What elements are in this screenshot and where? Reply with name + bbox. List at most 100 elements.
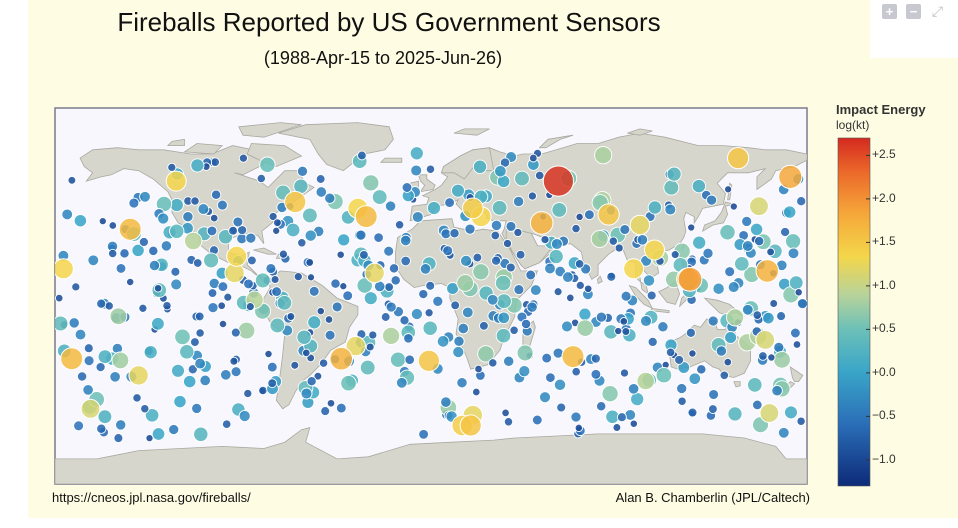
fireball-marker[interactable]: [411, 211, 424, 223]
fireball-marker[interactable]: [390, 275, 401, 286]
fireball-marker[interactable]: [307, 315, 322, 330]
fireball-marker[interactable]: [794, 288, 803, 297]
fireball-marker[interactable]: [456, 377, 468, 389]
fireball-marker[interactable]: [702, 247, 714, 259]
fireball-marker[interactable]: [491, 199, 508, 216]
zoom-out-icon[interactable]: −: [906, 4, 921, 19]
fireball-marker[interactable]: [571, 366, 581, 377]
fireball-marker[interactable]: [548, 248, 564, 265]
fireball-marker[interactable]: [96, 423, 107, 434]
fireball-marker[interactable]: [766, 247, 775, 257]
fireball-marker[interactable]: [444, 197, 455, 208]
fireball-marker[interactable]: [238, 409, 251, 423]
fireball-marker[interactable]: [192, 258, 203, 268]
fireball-marker[interactable]: [228, 225, 238, 236]
fireball-marker[interactable]: [304, 229, 317, 242]
fireball-marker[interactable]: [550, 238, 563, 250]
fireball-marker[interactable]: [687, 407, 698, 418]
fireball-marker[interactable]: [128, 197, 140, 209]
fireball-marker-large[interactable]: [329, 346, 354, 371]
fireball-marker-large[interactable]: [529, 211, 554, 235]
fireball-marker[interactable]: [418, 428, 429, 440]
fireball-marker[interactable]: [207, 288, 218, 298]
fireball-marker-large[interactable]: [755, 330, 776, 350]
fireball-marker[interactable]: [273, 218, 282, 228]
fireball-marker[interactable]: [194, 357, 206, 370]
fireball-marker[interactable]: [614, 243, 624, 253]
fireball-marker[interactable]: [230, 327, 241, 338]
fireball-marker[interactable]: [418, 289, 429, 300]
fireball-marker[interactable]: [452, 345, 465, 359]
fireball-marker[interactable]: [167, 162, 177, 172]
fireball-marker[interactable]: [331, 301, 343, 313]
fireball-marker[interactable]: [707, 315, 719, 327]
fireball-marker[interactable]: [529, 284, 542, 296]
fireball-marker[interactable]: [512, 195, 525, 208]
fireball-marker[interactable]: [576, 319, 594, 337]
fireball-marker[interactable]: [109, 307, 128, 326]
fireball-marker[interactable]: [666, 166, 682, 182]
fireball-marker[interactable]: [316, 306, 325, 316]
fireball-marker[interactable]: [173, 394, 187, 409]
fireball-marker[interactable]: [424, 308, 434, 318]
fireball-marker-large[interactable]: [629, 214, 651, 236]
fireball-marker[interactable]: [670, 250, 680, 260]
fireball-marker[interactable]: [612, 423, 622, 432]
fireball-marker[interactable]: [616, 412, 627, 423]
fireball-marker[interactable]: [688, 349, 697, 358]
fireball-marker[interactable]: [383, 245, 395, 257]
fireball-marker[interactable]: [796, 196, 807, 207]
fireball-marker[interactable]: [265, 263, 277, 274]
zoom-in-icon[interactable]: +: [882, 4, 897, 19]
fireball-marker[interactable]: [426, 200, 442, 216]
fireball-marker[interactable]: [674, 354, 685, 365]
fireball-marker[interactable]: [216, 199, 228, 211]
fireball-marker[interactable]: [293, 272, 303, 282]
fireball-marker[interactable]: [271, 286, 282, 297]
fireball-marker[interactable]: [647, 200, 663, 215]
fireball-marker[interactable]: [268, 211, 278, 222]
fireball-marker[interactable]: [619, 224, 631, 235]
fireball-marker[interactable]: [505, 220, 517, 232]
fireball-marker-large[interactable]: [755, 259, 780, 283]
fireball-marker[interactable]: [220, 369, 232, 381]
fireball-marker[interactable]: [583, 284, 593, 294]
fireball-marker-large[interactable]: [597, 203, 620, 226]
fireball-marker[interactable]: [509, 325, 519, 335]
fireball-marker[interactable]: [339, 282, 348, 291]
fireball-marker[interactable]: [520, 318, 532, 330]
fireball-marker[interactable]: [131, 243, 145, 258]
fireball-marker[interactable]: [143, 345, 158, 360]
fireball-marker[interactable]: [551, 202, 568, 218]
fireball-marker-large[interactable]: [759, 403, 780, 423]
fireball-marker[interactable]: [525, 269, 537, 281]
fireball-marker-large[interactable]: [118, 217, 142, 241]
fireball-marker[interactable]: [111, 351, 130, 370]
fireball-marker[interactable]: [380, 312, 391, 322]
fireball-marker[interactable]: [108, 221, 118, 230]
fireball-marker[interactable]: [640, 315, 652, 327]
fireball-marker[interactable]: [324, 315, 334, 324]
fireball-marker[interactable]: [229, 356, 239, 366]
fireball-marker-large[interactable]: [60, 347, 84, 371]
fireball-marker[interactable]: [776, 311, 787, 322]
fireball-marker[interactable]: [76, 371, 88, 382]
fireball-marker[interactable]: [676, 382, 688, 395]
fireball-marker[interactable]: [115, 419, 127, 431]
fireball-marker[interactable]: [749, 222, 764, 237]
fireball-marker[interactable]: [497, 311, 511, 325]
fireball-marker[interactable]: [741, 303, 754, 316]
fireball-marker[interactable]: [403, 333, 414, 344]
fireball-marker[interactable]: [518, 365, 531, 378]
fireball-marker[interactable]: [727, 406, 743, 422]
fireball-marker[interactable]: [516, 344, 534, 362]
fireball-marker[interactable]: [168, 423, 180, 436]
fireball-marker[interactable]: [456, 274, 475, 292]
fireball-marker[interactable]: [96, 298, 107, 309]
fireball-marker[interactable]: [687, 223, 696, 232]
fireball-marker[interactable]: [296, 329, 312, 345]
fireball-marker[interactable]: [302, 207, 318, 224]
fireball-marker[interactable]: [182, 211, 194, 223]
fireball-marker[interactable]: [792, 340, 802, 349]
fireball-marker[interactable]: [267, 378, 278, 389]
